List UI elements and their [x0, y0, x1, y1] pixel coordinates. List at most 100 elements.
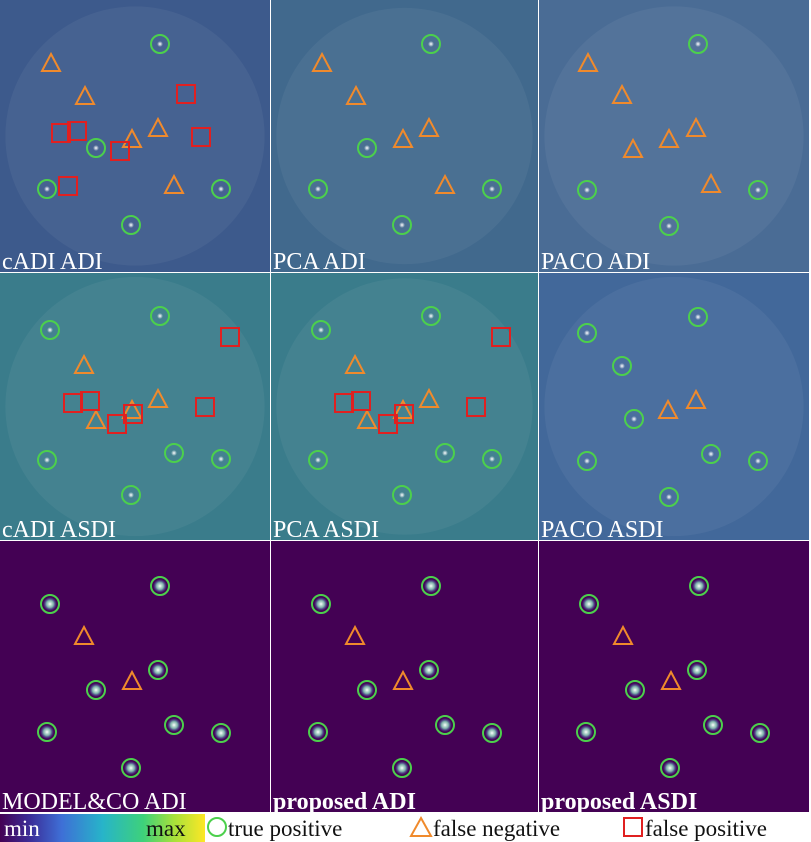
image-disk [276, 7, 533, 265]
legend-triangle-icon [409, 815, 433, 837]
source-blob [89, 683, 103, 697]
false-negative-marker [85, 408, 107, 429]
true-positive-marker [311, 320, 331, 340]
panel-label: MODEL&CO ADI [2, 789, 187, 815]
true-positive-marker [421, 34, 441, 54]
false-negative-marker [74, 84, 96, 105]
source-dot [157, 41, 163, 47]
panel-label: proposed ADI [273, 789, 416, 815]
source-blob [151, 663, 165, 677]
legend-circle-icon [207, 817, 227, 837]
false-negative-marker [163, 173, 185, 194]
panel-image [539, 0, 809, 272]
false-positive-marker [58, 176, 78, 196]
panel-grid: cADI ADI PCA ADI PACO ADI cADI ASDI PCA ASDI… [0, 0, 809, 815]
false-positive-marker [176, 84, 196, 104]
false-negative-marker [577, 51, 599, 72]
false-positive-marker [123, 404, 143, 424]
false-negative-marker [345, 84, 367, 105]
false-negative-marker [40, 51, 62, 72]
true-positive-marker [211, 179, 231, 199]
source-dot [399, 222, 405, 228]
false-negative-marker [344, 353, 366, 374]
true-positive-marker [419, 660, 439, 680]
false-negative-marker [685, 116, 707, 137]
true-positive-marker [482, 179, 502, 199]
image-disk [544, 276, 804, 537]
true-positive-marker [392, 758, 412, 778]
true-positive-marker [164, 443, 184, 463]
source-dot [755, 187, 761, 193]
true-positive-marker [121, 485, 141, 505]
source-blob [582, 597, 596, 611]
source-blob [438, 718, 452, 732]
true-positive-marker [37, 179, 57, 199]
panel: cADI ADI [0, 0, 270, 275]
false-negative-marker [356, 408, 378, 429]
false-negative-marker [700, 172, 722, 193]
source-dot [755, 458, 761, 464]
panel: PACO ADI [539, 0, 809, 275]
source-blob [692, 579, 706, 593]
true-positive-marker [421, 306, 441, 326]
legend-label: true positive [228, 816, 342, 841]
legend: min max true positive false negative fal… [0, 814, 767, 842]
false-positive-marker [80, 391, 100, 411]
source-dot [315, 186, 321, 192]
source-dot [128, 492, 134, 498]
source-dot [584, 458, 590, 464]
true-positive-marker [748, 451, 768, 471]
true-positive-marker [579, 594, 599, 614]
true-positive-marker [688, 307, 708, 327]
false-negative-marker [622, 137, 644, 158]
true-positive-marker [308, 179, 328, 199]
false-negative-marker [121, 669, 143, 690]
panel: PACO ASDI [539, 273, 809, 543]
source-blob [663, 761, 677, 775]
false-negative-marker [685, 388, 707, 409]
true-positive-marker [750, 723, 770, 743]
source-dot [428, 41, 434, 47]
colorbar [0, 814, 205, 842]
source-dot [218, 186, 224, 192]
source-blob [311, 725, 325, 739]
source-dot [631, 416, 637, 422]
panel: proposed ASDI [539, 541, 809, 815]
false-negative-marker [147, 116, 169, 137]
source-dot [442, 450, 448, 456]
source-dot [315, 457, 321, 463]
false-positive-marker [220, 327, 240, 347]
panel-label: cADI ASDI [2, 517, 116, 543]
source-blob [124, 761, 138, 775]
true-positive-marker [150, 34, 170, 54]
source-dot [171, 450, 177, 456]
source-dot [399, 492, 405, 498]
false-positive-marker [491, 327, 511, 347]
source-blob [628, 683, 642, 697]
panel-label: cADI ADI [2, 249, 103, 275]
source-dot [489, 186, 495, 192]
false-negative-marker [434, 173, 456, 194]
true-positive-marker [577, 451, 597, 471]
panel-label: PCA ASDI [273, 517, 379, 543]
colorbar-min: min [4, 816, 40, 841]
false-negative-marker [73, 624, 95, 645]
true-positive-marker [689, 576, 709, 596]
source-blob [422, 663, 436, 677]
source-dot [44, 186, 50, 192]
panel-label: proposed ASDI [541, 789, 697, 815]
true-positive-marker [37, 450, 57, 470]
true-positive-marker [687, 660, 707, 680]
false-negative-marker [392, 669, 414, 690]
source-blob [424, 579, 438, 593]
true-positive-marker [576, 722, 596, 742]
true-positive-marker [211, 449, 231, 469]
legend-label: false negative [433, 816, 560, 841]
source-dot [619, 363, 625, 369]
panel-label: PACO ASDI [541, 517, 664, 543]
legend-square-icon [623, 817, 643, 837]
false-positive-marker [351, 391, 371, 411]
source-dot [428, 313, 434, 319]
false-negative-marker [658, 127, 680, 148]
